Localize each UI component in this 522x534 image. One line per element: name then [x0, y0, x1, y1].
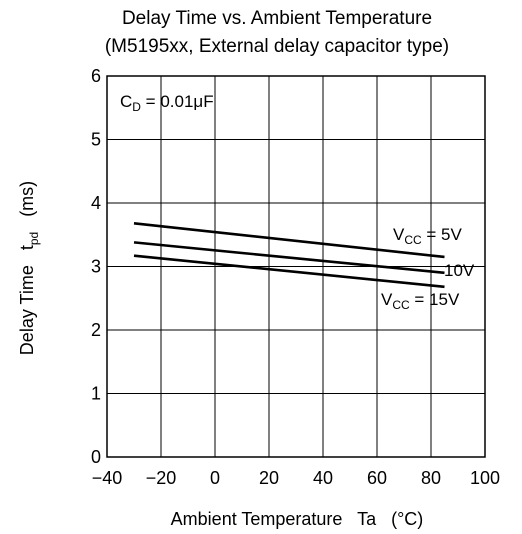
x-tick-label: −40 [92, 468, 123, 488]
y-axis-label: Delay Time tpd (ms) [17, 181, 41, 355]
x-tick-label: −20 [146, 468, 177, 488]
x-tick-label: 0 [210, 468, 220, 488]
x-tick-label: 100 [470, 468, 500, 488]
y-tick-label: 0 [91, 447, 101, 467]
series-line-1 [133, 241, 445, 275]
y-tick-label: 3 [91, 257, 101, 277]
series-label-vcc-15v: VCC = 15V [381, 290, 460, 312]
chart-title: Delay Time vs. Ambient Temperature [121, 8, 433, 29]
grid [107, 76, 485, 457]
y-tick-label: 5 [91, 130, 101, 150]
y-tick-label: 2 [91, 320, 101, 340]
x-tick-label: 60 [367, 468, 387, 488]
y-tick-label: 6 [91, 66, 101, 86]
x-tick-label: 20 [259, 468, 279, 488]
series-label-10v: 10V [444, 261, 475, 280]
x-axis-label: Ambient Temperature Ta (°C) [171, 509, 424, 529]
x-ticks: −40 −20 0 20 40 60 80 100 [92, 468, 500, 488]
condition-label: CD = 0.01μF [120, 92, 214, 114]
series-lines [133, 222, 445, 289]
y-tick-label: 1 [91, 384, 101, 404]
y-tick-label: 4 [91, 193, 101, 213]
chart-subtitle: (M5195xx, External delay capacitor type) [104, 36, 450, 57]
x-tick-label: 40 [313, 468, 333, 488]
x-tick-label: 80 [421, 468, 441, 488]
plot-frame [106, 75, 486, 458]
y-ticks: 0 1 2 3 4 5 6 [91, 66, 101, 467]
series-line-2 [133, 254, 445, 289]
series-label-vcc-5v: VCC = 5V [393, 225, 463, 247]
series-line-0 [133, 222, 445, 259]
